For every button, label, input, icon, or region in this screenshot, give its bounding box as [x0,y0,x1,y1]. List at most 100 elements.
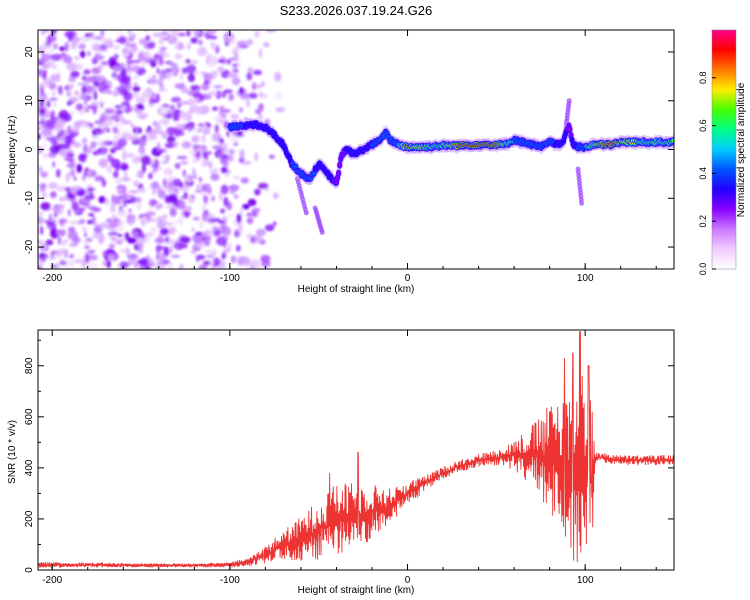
noise-blob [127,258,136,265]
noise-blob [114,123,124,127]
noise-blob [198,176,203,183]
colorbar-label: Normalized spectral amplitude [736,82,747,217]
noise-blob [192,216,200,221]
noise-blob [166,126,176,136]
noise-blob [258,48,263,59]
noise-blob [154,237,165,244]
noise-blob [121,177,132,182]
noise-blob [127,62,131,72]
noise-blob [179,131,185,136]
noise-blob [156,252,159,262]
noise-blob [190,37,198,44]
noise-blob [176,156,188,160]
noise-blob [222,161,229,168]
noise-blob [78,43,86,50]
noise-blob [211,195,215,202]
noise-blob [100,61,109,66]
noise-blob [201,159,208,168]
noise-blob [116,109,124,115]
noise-blob [193,235,204,245]
noise-blob [161,160,169,165]
noise-blob [91,207,102,213]
noise-blob [40,202,51,211]
noise-blob [69,254,74,259]
noise-blob [230,113,240,120]
noise-blob [232,47,238,56]
noise-blob [203,198,209,204]
noise-blob [210,70,217,80]
noise-blob [212,266,217,269]
noise-blob [38,146,45,154]
noise-blob [212,263,218,267]
noise-blob [39,173,48,177]
noise-blob [85,253,90,263]
noise-blob [100,30,105,37]
noise-blob [105,218,113,223]
noise-blob [97,120,104,128]
noise-blob [231,77,241,86]
noise-blob [191,105,201,114]
snr-x-tick-label: 0 [405,575,411,586]
noise-blob [155,263,166,269]
noise-blob [56,119,62,125]
noise-blob [211,43,221,47]
noise-blob [218,105,225,111]
noise-blob [111,139,117,150]
noise-blob [59,149,68,157]
spectrogram-y-tick-label: 10 [24,95,35,107]
noise-blob [164,142,175,148]
noise-blob [181,141,192,149]
noise-blob [220,208,225,214]
noise-blob [139,216,149,225]
noise-blob [118,35,127,45]
noise-blob [192,167,196,177]
noise-blob [247,198,257,207]
noise-blob [50,144,61,155]
noise-blob [39,120,43,126]
noise-blob [169,62,178,67]
noise-blob [59,222,67,227]
noise-blob [79,50,86,58]
noise-blob [135,127,139,137]
noise-blob [66,149,74,154]
noise-blob [39,44,47,53]
noise-blob [97,82,106,93]
noise-blob [255,228,267,236]
noise-blob [107,90,113,95]
noise-blob [228,148,235,156]
noise-blob [58,136,67,143]
snr-y-tick-label: 400 [24,459,35,476]
noise-blob [38,240,45,244]
noise-blob [113,135,119,141]
noise-blob [92,84,97,93]
noise-blob [204,249,215,253]
noise-blob [69,111,75,115]
noise-blob [45,239,54,246]
noise-blob [128,190,139,194]
noise-blob [209,169,217,175]
noise-blob [45,119,55,129]
noise-blob [188,127,192,133]
snr-x-tick-label: 100 [577,575,594,586]
noise-blob [52,43,59,50]
noise-blob [159,84,165,88]
streak-point [566,98,572,104]
noise-blob [41,190,47,200]
noise-blob [168,193,178,203]
noise-blob [62,113,72,122]
noise-blob [115,233,123,238]
noise-blob [180,87,190,94]
colorbar: 0.0 0.2 0.4 0.6 0.8 Normalized spectral ampl… [698,29,747,275]
noise-blob [71,201,79,211]
snr-y-tick-label: 600 [24,408,35,425]
streak-point [579,200,585,206]
noise-blob [168,104,176,110]
noise-blob [213,229,221,237]
noise-blob [60,240,67,246]
noise-blob [79,35,90,43]
noise-blob [98,222,110,229]
noise-blob [78,94,87,101]
noise-blob [77,220,85,225]
noise-blob [140,155,152,166]
